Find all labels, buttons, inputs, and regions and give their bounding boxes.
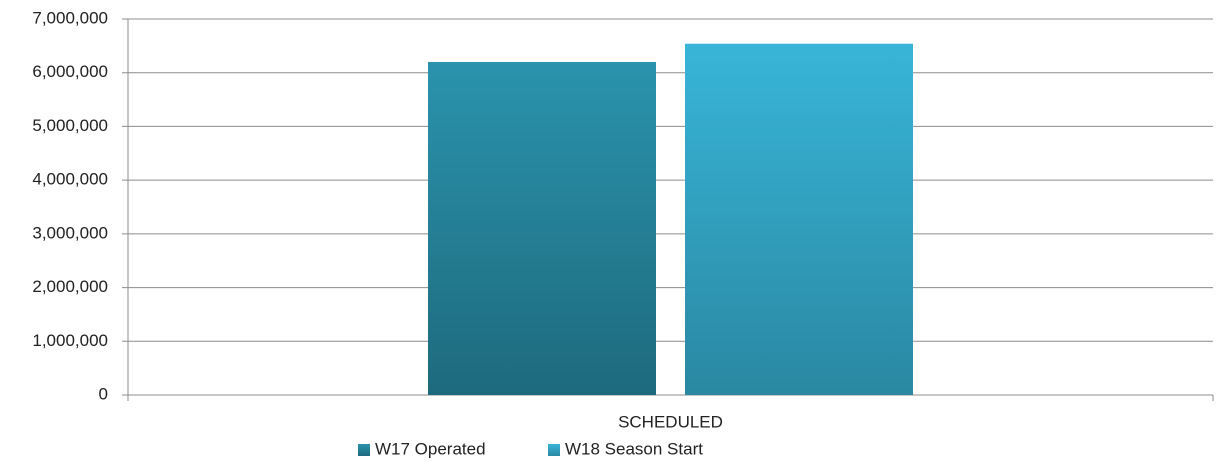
legend-label: W17 Operated <box>375 439 486 458</box>
y-tick-label: 5,000,000 <box>32 116 108 135</box>
x-tick-label: SCHEDULED <box>618 412 723 431</box>
y-tick-label: 0 <box>99 384 108 403</box>
y-tick-label: 3,000,000 <box>32 223 108 242</box>
legend-swatch <box>548 444 560 456</box>
legend-swatch <box>358 444 370 456</box>
y-tick-label: 7,000,000 <box>32 8 108 27</box>
y-tick-label: 2,000,000 <box>32 277 108 296</box>
y-tick-label: 1,000,000 <box>32 331 108 350</box>
bar <box>428 61 656 395</box>
legend-label: W18 Season Start <box>565 439 703 458</box>
y-tick-label: 6,000,000 <box>32 62 108 81</box>
y-tick-label: 4,000,000 <box>32 170 108 189</box>
bar <box>685 43 913 396</box>
